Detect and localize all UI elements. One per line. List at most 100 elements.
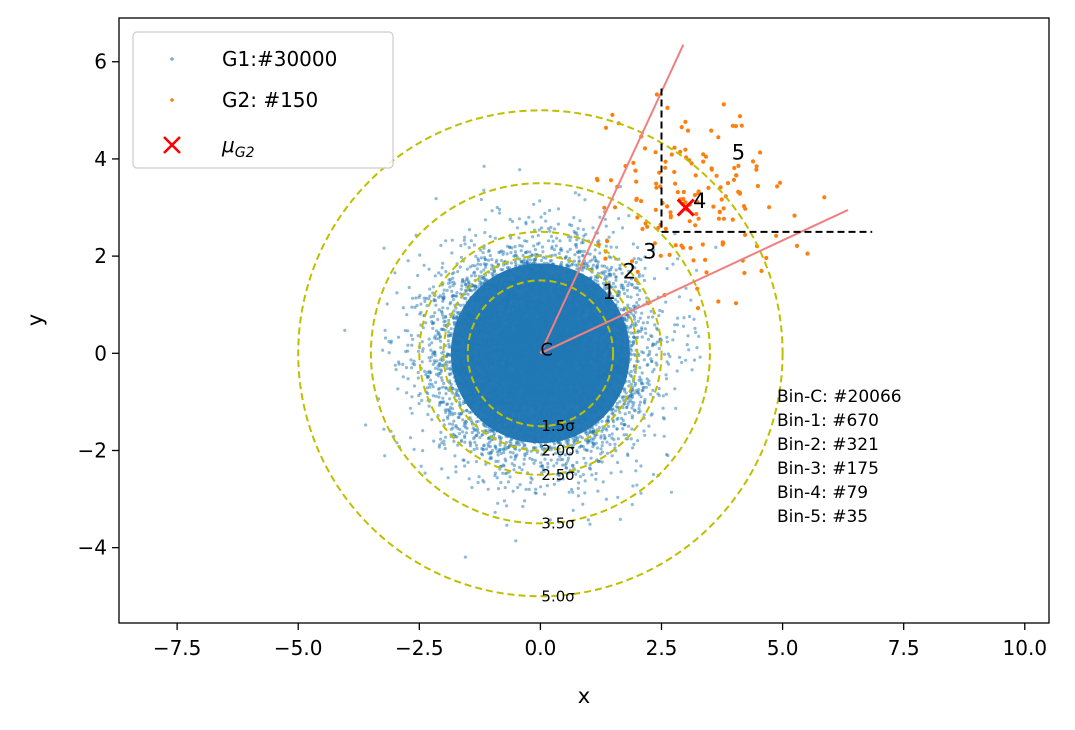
g1-point xyxy=(549,225,553,229)
g1-point xyxy=(440,467,444,471)
g1-point xyxy=(466,460,470,464)
g1-point xyxy=(430,418,434,422)
g1-point xyxy=(599,447,603,451)
g1-point xyxy=(490,448,494,453)
g1-point xyxy=(493,236,497,240)
g1-point xyxy=(416,334,420,338)
g1-point xyxy=(601,480,605,484)
g1-point xyxy=(492,269,497,273)
g1-point xyxy=(499,258,504,263)
g1-point xyxy=(527,487,531,491)
g1-point xyxy=(541,250,545,254)
g1-point xyxy=(517,465,522,469)
g1-point xyxy=(410,305,414,309)
g1-point xyxy=(396,387,400,391)
g1-point xyxy=(409,358,413,362)
g1-point xyxy=(508,217,512,221)
g1-point xyxy=(519,249,523,253)
g1-point xyxy=(408,406,412,410)
g1-point xyxy=(540,245,545,249)
g1-point xyxy=(428,378,433,382)
g1-point xyxy=(556,207,561,211)
g1-point xyxy=(417,402,421,406)
g1-point xyxy=(393,271,397,275)
g1-point xyxy=(626,402,630,407)
g1-point xyxy=(425,386,429,390)
g1-point xyxy=(636,245,640,250)
g1-point xyxy=(503,457,507,461)
g1-point xyxy=(577,255,581,259)
g1-point xyxy=(431,394,435,398)
g1-point xyxy=(508,475,512,479)
g1-point xyxy=(635,293,640,297)
g1-point xyxy=(555,236,559,240)
g1-point xyxy=(568,247,572,251)
g1-point xyxy=(454,465,458,469)
g1-point xyxy=(404,366,409,370)
g1-point xyxy=(616,416,620,420)
g1-point xyxy=(434,372,439,376)
g1-point xyxy=(418,253,422,257)
g1-point xyxy=(475,446,479,451)
g1-point xyxy=(581,240,585,245)
g1-point xyxy=(421,429,425,433)
g1-point xyxy=(476,262,480,266)
g1-point xyxy=(620,226,625,230)
g1-point xyxy=(444,392,448,396)
g1-point xyxy=(602,433,606,437)
g1-point xyxy=(606,424,611,428)
g1-point xyxy=(506,480,511,484)
g1-point xyxy=(543,492,547,496)
g1-point xyxy=(483,230,487,235)
g1-point xyxy=(439,376,444,380)
g1-point xyxy=(607,434,612,438)
g1-point xyxy=(451,276,455,280)
g1-point xyxy=(364,423,368,427)
g1-point xyxy=(556,222,561,226)
g1-point xyxy=(626,452,630,456)
g1-point xyxy=(446,339,450,343)
g1-point xyxy=(553,253,558,257)
g1-point xyxy=(470,274,474,278)
g1-point xyxy=(512,463,517,468)
g1-point xyxy=(527,215,531,219)
g1-point xyxy=(664,392,668,396)
g1-point xyxy=(611,230,615,234)
g1-point xyxy=(496,487,501,491)
g1-point xyxy=(552,227,557,231)
g1-point xyxy=(439,346,443,350)
g1-point xyxy=(626,294,630,299)
g1-point xyxy=(474,254,478,258)
g1-point xyxy=(673,387,677,391)
g1-point xyxy=(486,258,491,262)
g1-point xyxy=(646,315,651,319)
g1-point xyxy=(631,242,636,246)
g1-point xyxy=(573,253,577,257)
g1-point xyxy=(647,379,651,383)
g1-point xyxy=(476,419,480,423)
g1-point xyxy=(583,491,587,495)
g1-point xyxy=(437,403,441,407)
g1-point xyxy=(645,321,650,325)
g1-point xyxy=(529,258,533,262)
g1-point xyxy=(414,296,418,300)
g1-point xyxy=(429,315,433,319)
g1-point xyxy=(645,377,649,381)
g1-point xyxy=(580,268,584,272)
g1-point xyxy=(434,380,438,384)
g1-point xyxy=(461,458,465,462)
g1-point xyxy=(555,461,559,465)
g1-point xyxy=(484,447,489,451)
g1-point xyxy=(673,323,677,327)
g1-point xyxy=(412,384,417,388)
g1-point xyxy=(637,406,641,411)
g1-point xyxy=(446,306,450,310)
g1-point xyxy=(657,386,661,391)
g1-point xyxy=(595,446,600,450)
g1-point xyxy=(480,433,484,437)
g1-point xyxy=(467,246,471,250)
g1-point xyxy=(426,412,430,417)
g1-point xyxy=(629,437,633,441)
g1-point xyxy=(410,366,414,370)
g1-point xyxy=(629,348,634,353)
